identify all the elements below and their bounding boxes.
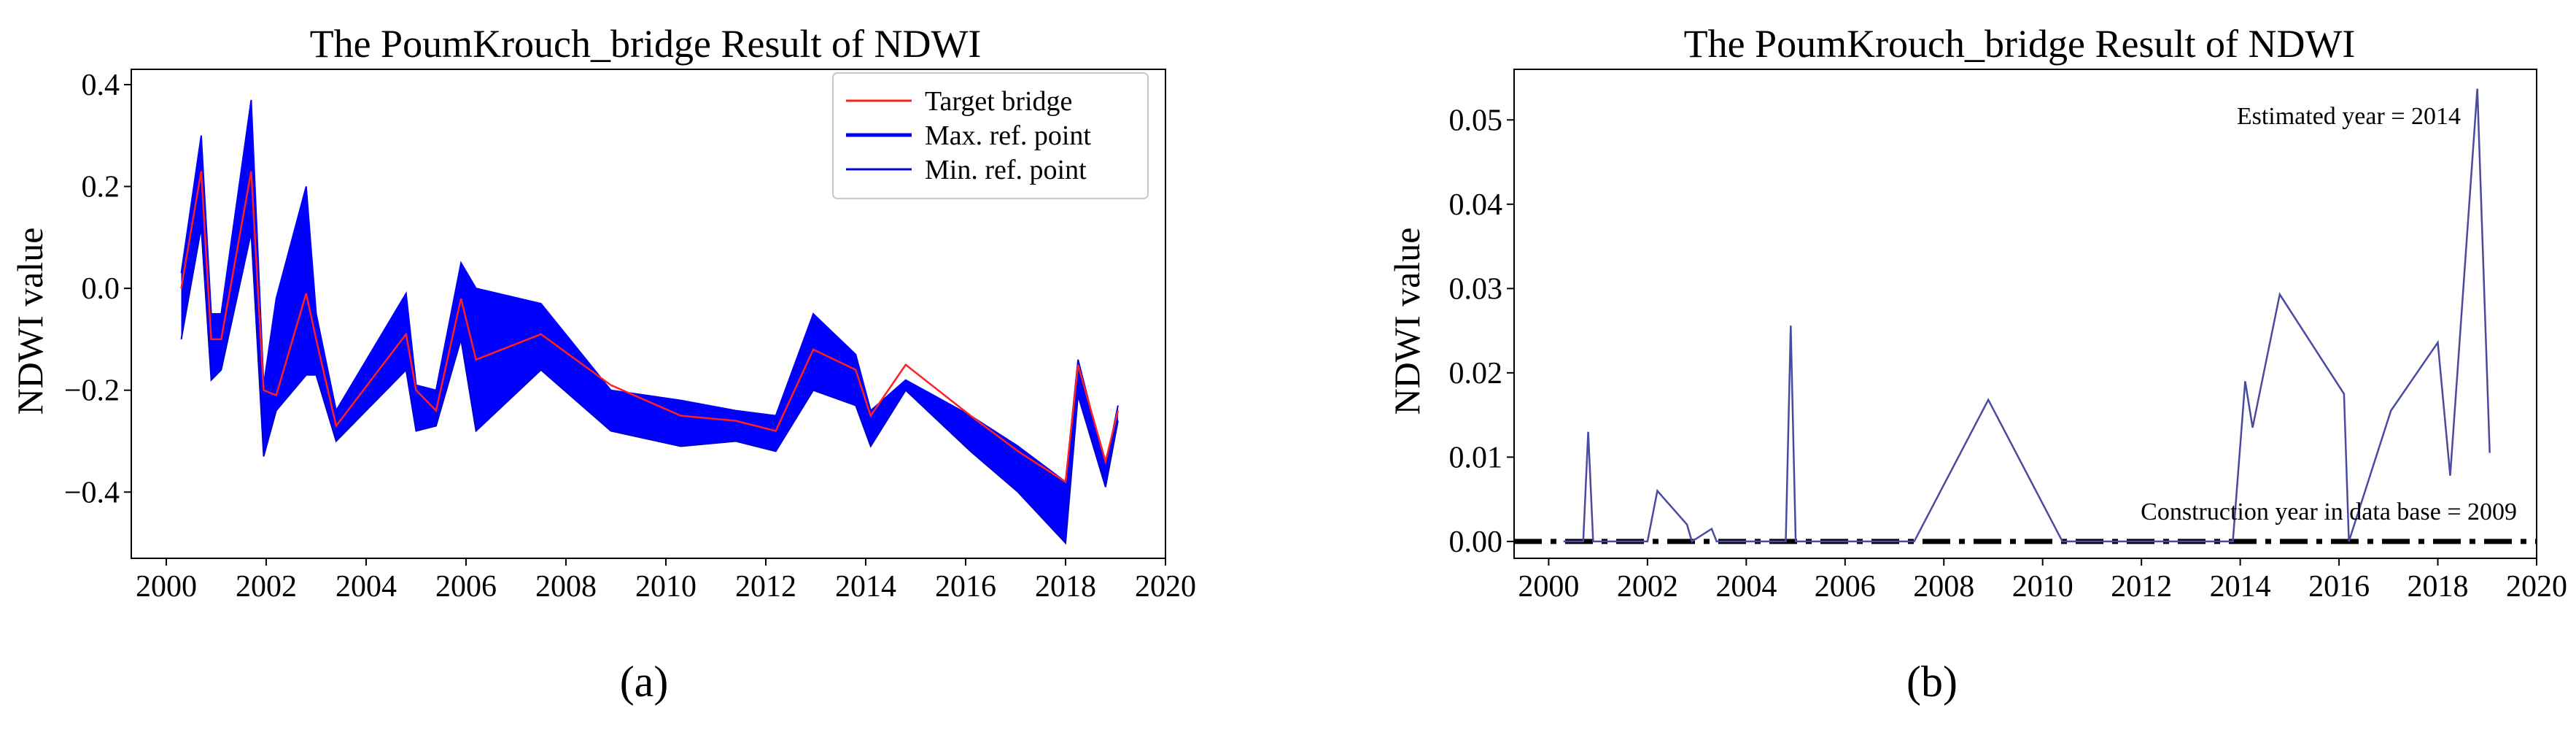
chart-a-y-tick-label: 0.0 <box>82 272 120 306</box>
chart-a-axes-frame <box>131 69 1166 559</box>
chart-b-x-tick-label: 2004 <box>1715 570 1777 604</box>
chart-b-axes-frame <box>1513 69 2537 559</box>
chart-a-title: The PoumKrouch_bridge Result of NDWI <box>310 22 982 66</box>
panel-label-b: (b) <box>1906 658 1958 706</box>
chart-b-x-tick-label: 2006 <box>1815 570 1876 604</box>
chart-b-x-tick-label: 2020 <box>2506 570 2567 604</box>
chart-a-x-tick-label: 2014 <box>835 570 896 604</box>
chart-b-series-ndwi-difference <box>1563 88 2491 543</box>
chart-b-x-tick-label: 2012 <box>2111 570 2172 604</box>
chart-b-x-tick-label: 2016 <box>2308 570 2370 604</box>
chart-a-svg: The PoumKrouch_bridge Result of NDWI NDW… <box>9 22 1196 604</box>
chart-a-ticks: 2000 2002 2004 2006 2008 2010 2012 2014 2016 2018… <box>64 69 1196 604</box>
chart-b-y-tick-label: 0.02 <box>1449 357 1503 390</box>
chart-b-plot-area <box>1513 69 2537 559</box>
chart-a-series-target-bridge <box>180 171 1120 484</box>
chart-a-y-tick-label: 0.4 <box>82 69 120 102</box>
chart-a-plot-area <box>131 69 1166 559</box>
chart-a-ylabel: NDWI value <box>9 228 50 415</box>
chart-a-legend: Target bridge Max. ref. point Min. ref. … <box>832 72 1149 199</box>
chart-b-y-tick-label: 0.05 <box>1449 104 1503 137</box>
chart-b-y-tick-label: 0.04 <box>1449 188 1503 222</box>
chart-b-y-tick-label: 0.01 <box>1449 441 1503 474</box>
chart-a-y-tick-label: −0.2 <box>64 374 120 408</box>
chart-a-x-tick-label: 2018 <box>1035 570 1096 604</box>
chart-a-x-tick-label: 2002 <box>236 570 297 604</box>
chart-a-x-tick-label: 2008 <box>535 570 597 604</box>
chart-a-x-tick-label: 2006 <box>435 570 497 604</box>
chart-panel-b: The PoumKrouch_bridge Result of NDWI NDW… <box>1288 0 2576 732</box>
chart-b-x-tick-label: 2018 <box>2408 570 2469 604</box>
chart-b-x-tick-label: 2008 <box>1913 570 1974 604</box>
chart-b-ylabel: NDWI value <box>1386 228 1427 415</box>
legend-label-min-ref: Min. ref. point <box>925 155 1087 185</box>
chart-a-x-tick-label: 2016 <box>935 570 996 604</box>
chart-a-x-tick-label: 2020 <box>1135 570 1196 604</box>
legend-label-target-bridge: Target bridge <box>925 86 1072 117</box>
chart-a-x-tick-label: 2012 <box>735 570 796 604</box>
chart-b-ticks: 2000 2002 2004 2006 2008 2010 2012 2014 2016 2018… <box>1449 104 2568 604</box>
annotation-estimated-year: Estimated year = 2014 <box>2237 103 2461 130</box>
chart-a-y-tick-label: −0.4 <box>64 476 120 509</box>
chart-a-x-tick-label: 2000 <box>136 570 197 604</box>
chart-b-y-tick-label: 0.00 <box>1449 525 1503 559</box>
chart-b-y-tick-label: 0.03 <box>1449 272 1503 306</box>
chart-a-y-tick-label: 0.2 <box>82 171 120 204</box>
annotation-construction-year: Construction year in data base = 2009 <box>2141 498 2517 525</box>
chart-b-title: The PoumKrouch_bridge Result of NDWI <box>1684 22 2356 66</box>
legend-label-max-ref: Max. ref. point <box>925 120 1091 151</box>
panel-label-a: (a) <box>619 658 669 706</box>
chart-a-x-tick-label: 2004 <box>335 570 397 604</box>
chart-b-x-tick-label: 2000 <box>1518 570 1579 604</box>
chart-b-x-tick-label: 2010 <box>2012 570 2073 604</box>
chart-panel-a: The PoumKrouch_bridge Result of NDWI NDW… <box>9 22 1196 706</box>
chart-a-series-min-ref <box>180 227 1119 545</box>
chart-b-svg: The PoumKrouch_bridge Result of NDWI NDW… <box>1386 22 2568 604</box>
chart-b-x-tick-label: 2014 <box>2210 570 2271 604</box>
chart-b-x-tick-label: 2002 <box>1617 570 1678 604</box>
legend-frame <box>832 72 1149 199</box>
chart-a-x-tick-label: 2010 <box>635 570 697 604</box>
